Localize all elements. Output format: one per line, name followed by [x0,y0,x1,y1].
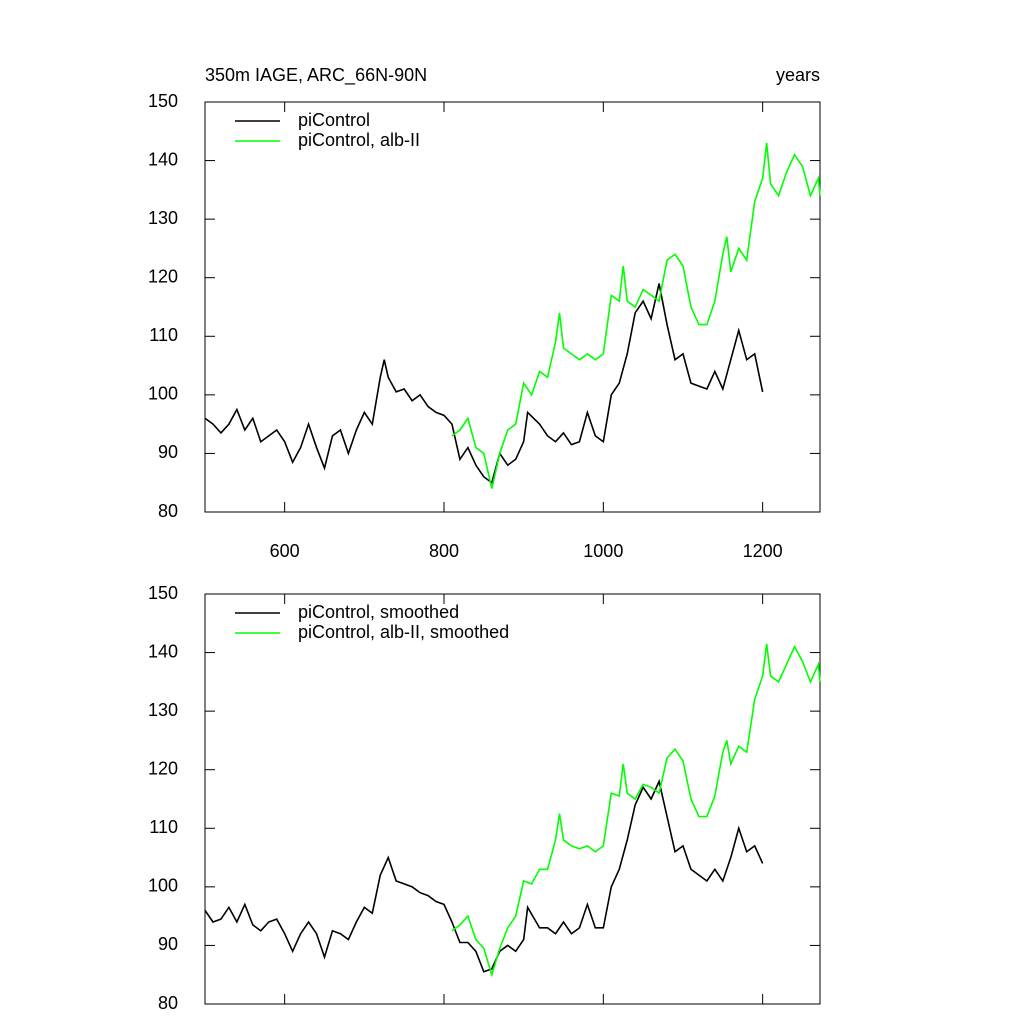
legend-label: piControl, alb-II [298,130,420,150]
plot-frame [204,101,821,513]
legend-label: piControl, smoothed [298,602,459,622]
series-line [204,283,764,485]
y-tick-label: 140 [148,641,178,661]
series-line [451,643,821,978]
plot-frame [204,593,821,1005]
y-tick-label: 100 [148,384,178,404]
x-tick-label: 1200 [743,541,783,561]
y-tick-label: 120 [148,758,178,778]
legend-label: piControl [298,110,370,130]
x-tick-label: 600 [270,541,300,561]
y-tick-label: 110 [149,325,178,345]
x-tick-label: 800 [429,541,459,561]
y-tick-label: 80 [158,993,178,1013]
y-tick-label: 130 [148,700,178,720]
y-tick-label: 100 [148,876,178,896]
units-label: years [776,65,820,85]
y-tick-label: 90 [158,442,178,462]
y-tick-label: 140 [148,149,178,169]
series-line [451,142,821,489]
x-tick-label: 1000 [583,541,623,561]
y-tick-label: 110 [149,817,178,837]
y-tick-label: 90 [158,934,178,954]
chart-title: 350m IAGE, ARC_66N-90N [205,65,427,86]
legend-label: piControl, alb-II, smoothed [298,622,509,642]
y-tick-label: 130 [148,208,178,228]
series-line [204,778,764,973]
y-tick-label: 150 [148,583,178,603]
y-tick-label: 120 [148,266,178,286]
y-tick-label: 150 [148,91,178,111]
y-tick-label: 80 [158,501,178,521]
